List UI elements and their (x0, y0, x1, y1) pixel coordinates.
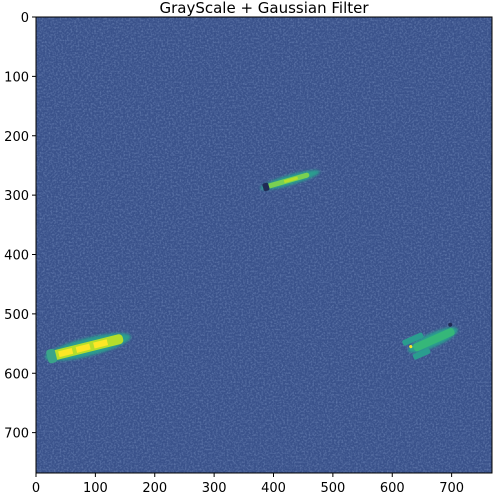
x-tick-label: 200 (142, 481, 167, 496)
axes-frame (35, 16, 493, 474)
x-tick-label: 0 (32, 481, 40, 496)
x-tick-label: 700 (439, 481, 464, 496)
x-axis: 0 100 200 300 400 500 600 700 (32, 473, 464, 496)
y-tick-label: 600 (4, 367, 29, 382)
y-tick-label: 200 (4, 130, 29, 145)
y-tick-label: 0 (21, 11, 29, 26)
ship-middle (260, 170, 320, 192)
plot-title: GrayScale + Gaussian Filter (159, 0, 369, 17)
image-texture (36, 17, 492, 473)
ship-lower-right (402, 322, 458, 360)
y-tick-label: 700 (4, 427, 29, 442)
y-tick-label: 300 (4, 189, 29, 204)
ship-lower-left (45, 333, 131, 364)
y-axis: 0 100 200 300 400 500 600 700 (4, 11, 36, 442)
y-tick-label: 400 (4, 249, 29, 264)
y-tick-label: 500 (4, 308, 29, 323)
x-tick-label: 100 (83, 481, 108, 496)
x-tick-label: 600 (380, 481, 405, 496)
x-tick-label: 400 (261, 481, 286, 496)
x-tick-label: 500 (320, 481, 345, 496)
y-tick-label: 100 (4, 70, 29, 85)
x-tick-label: 300 (202, 481, 227, 496)
image-area (36, 17, 492, 473)
